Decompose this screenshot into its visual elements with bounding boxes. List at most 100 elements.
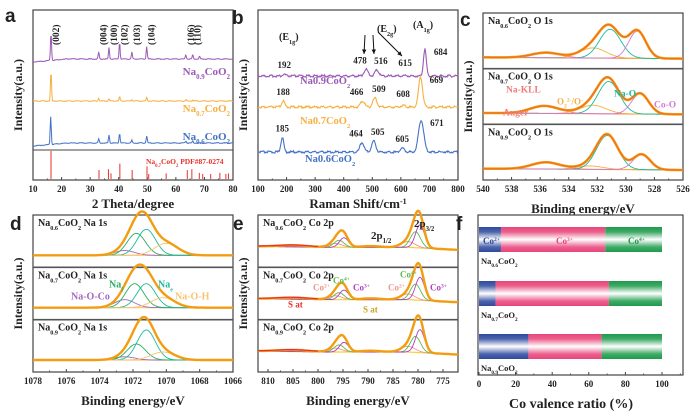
panel-d-letter: d — [10, 214, 22, 235]
formula-part: 2 — [352, 161, 355, 168]
formula-part: 1/2 — [383, 238, 392, 245]
formula-part: Co — [556, 236, 567, 246]
raman-peak-label: 684 — [434, 47, 448, 57]
x-tick-label: 50 — [143, 184, 153, 194]
raman-series-label: Na0.6CoO2 — [305, 154, 355, 168]
formula-part: ) — [295, 32, 298, 43]
formula-part: 0.6 — [491, 263, 498, 269]
x-tick-label: 1074 — [91, 376, 110, 386]
formula-part: Co — [400, 269, 411, 279]
panel-e-x-axis-label: Binding energy/eV — [306, 393, 410, 408]
annotation-2p32: 2p3/2 — [414, 218, 435, 233]
reference-label: Na0.7CoO2 PDF#87-0274 — [146, 157, 224, 169]
formula-part: 4+ — [411, 270, 417, 276]
x-tick-label: 80 — [229, 184, 239, 194]
raman-series-line — [257, 119, 459, 155]
raman-peak-label: 509 — [372, 84, 386, 94]
panel-d-y-axis-label: Intensity(a.u.) — [11, 257, 25, 329]
formula-part: Co — [313, 282, 324, 292]
formula-part: Na — [38, 218, 50, 229]
formula-part: 2g — [387, 31, 394, 38]
formula-part: 2 — [515, 370, 518, 376]
formula-part: Na — [263, 270, 275, 281]
xps-envelope — [33, 263, 233, 309]
formula-part: Na — [183, 66, 197, 78]
panel-a-y-axis-label: Intensity(a.u.) — [11, 59, 25, 131]
formula-part: 2 — [528, 134, 531, 141]
formula-part: Co — [388, 282, 399, 292]
formula-part: (E — [377, 24, 387, 35]
xps-core-level: Na 1s — [81, 218, 107, 229]
formula-part: 2 — [347, 123, 350, 130]
formula-part: 2 — [78, 277, 81, 284]
x-tick-label: 536 — [533, 184, 547, 194]
bar-segment-co2plus — [479, 281, 496, 306]
formula-part: 2 — [303, 277, 306, 284]
formula-part: 2 — [176, 164, 179, 169]
formula-part: CoO — [161, 157, 176, 166]
raman-mode-label: (A1g) — [413, 20, 433, 34]
annotation-co4-2: Co4+ — [400, 269, 417, 279]
annotation-co4-1: Co4+ — [333, 275, 350, 285]
bar-segment-co3plus — [528, 334, 602, 359]
raman-peak-label: 671 — [430, 118, 444, 128]
formula-part: Na — [158, 279, 170, 290]
formula-part: 2+ — [494, 237, 500, 243]
panel-b-x-axis-label: Raman Shift/cm-1 — [309, 196, 406, 211]
bar-legend-label: Co2+ — [483, 236, 500, 246]
xps-sample-label: Na0.9CoO2 Na 1s — [38, 323, 107, 337]
formula-part: (E — [279, 32, 289, 43]
annotation-na-o-h: Na-O-H — [175, 291, 210, 302]
formula-part: Na — [481, 256, 492, 266]
x-tick-label: 100 — [655, 379, 669, 389]
x-tick-label: 0 — [477, 379, 482, 389]
xps-envelope — [483, 132, 683, 172]
formula-part: Na — [488, 72, 500, 83]
panel-f-x-axis-label: Co valence ratio (%) — [509, 397, 633, 412]
formula-part: 2 — [528, 23, 531, 30]
x-tick-label: 790 — [361, 376, 375, 386]
annotation-co3-2: Co3+ — [430, 282, 447, 292]
raman-series-label: Na0.9CoO2 — [300, 76, 350, 90]
bar-segment-co2plus — [479, 334, 529, 359]
raman-mode-label: (E1g) — [279, 32, 299, 46]
x-tick-label: 60 — [584, 379, 594, 389]
raman-peak-label: 466 — [350, 87, 364, 97]
xrd-series-label: Na0.9CoO2 — [183, 66, 231, 81]
raman-series-label: Na0.7CoO2 — [300, 116, 350, 130]
formula-part: 2 — [515, 317, 518, 323]
formula-part: Na — [305, 154, 319, 165]
bar-legend-label: Co3+ — [556, 236, 573, 246]
x-tick-label: 40 — [548, 379, 558, 389]
xrd-series-line — [32, 35, 233, 63]
formula-part: 2 — [303, 225, 306, 232]
formula-part: Na — [488, 127, 500, 138]
formula-part: CoO — [58, 270, 78, 281]
hkl-label: (004) — [99, 24, 110, 45]
x-tick-label: 805 — [286, 376, 300, 386]
raman-peak-label: 615 — [398, 58, 412, 68]
panel-e-y-axis-label: Intensity(a.u.) — [236, 257, 250, 329]
x-tick-label: 785 — [386, 376, 400, 386]
xrd-series-line — [32, 74, 233, 103]
x-tick-label: 300 — [308, 184, 322, 194]
x-tick-label: 1068 — [191, 376, 210, 386]
annotation-co3-1: Co3+ — [353, 282, 370, 292]
raman-series-line — [257, 48, 459, 79]
xps-core-level: O 1s — [531, 72, 553, 83]
xps-sample-label: Na0.7CoO2 O 1s — [488, 72, 553, 86]
formula-part: Co — [483, 236, 494, 246]
x-tick-label: 70 — [200, 184, 210, 194]
hkl-label: (100) — [109, 24, 120, 45]
formula-part: Na — [109, 279, 121, 290]
formula-part: 2+ — [324, 283, 330, 289]
raman-peak-label: 505 — [371, 127, 385, 137]
x-tick-label: 700 — [423, 184, 437, 194]
raman-peak-label: 192 — [278, 60, 292, 70]
formula-part: Na — [300, 116, 314, 127]
raman-peak-label: 464 — [349, 128, 363, 138]
formula-part: CoO — [283, 218, 303, 229]
xps-sample-label: Na0.6CoO2 Co 2p — [263, 218, 334, 232]
annotation-auger: Auger — [503, 109, 529, 119]
